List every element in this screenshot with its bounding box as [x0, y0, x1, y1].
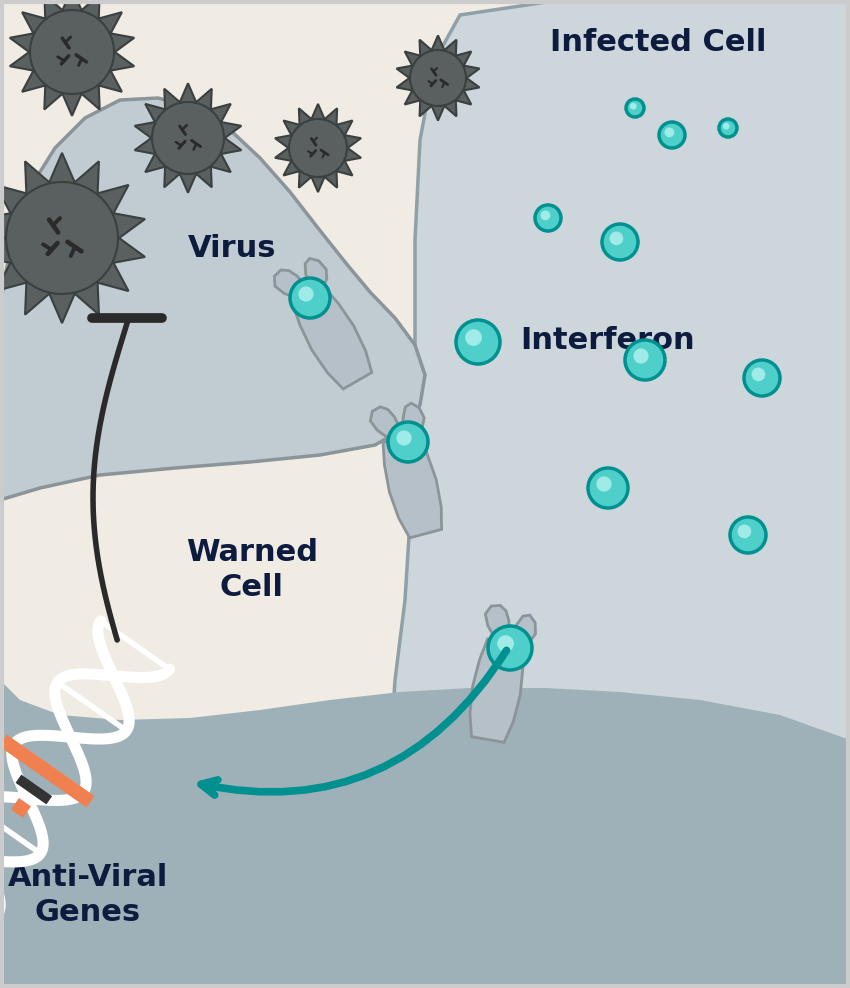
Polygon shape: [275, 104, 361, 192]
Polygon shape: [0, 735, 94, 807]
Circle shape: [456, 320, 500, 364]
Text: Interferon: Interferon: [520, 325, 694, 355]
Circle shape: [626, 99, 644, 117]
Circle shape: [289, 119, 347, 177]
Circle shape: [410, 50, 466, 106]
Circle shape: [665, 127, 674, 137]
Text: Virus: Virus: [188, 233, 276, 263]
Circle shape: [588, 468, 628, 508]
Circle shape: [625, 340, 665, 380]
Circle shape: [152, 102, 224, 174]
Circle shape: [535, 205, 561, 231]
Polygon shape: [275, 259, 371, 389]
Polygon shape: [0, 620, 850, 988]
Circle shape: [6, 182, 118, 294]
Circle shape: [719, 119, 737, 137]
Polygon shape: [9, 0, 134, 116]
Circle shape: [751, 368, 765, 381]
Circle shape: [488, 626, 532, 670]
Circle shape: [30, 10, 114, 94]
Circle shape: [396, 431, 411, 446]
Polygon shape: [11, 798, 31, 818]
Circle shape: [597, 476, 612, 492]
Polygon shape: [134, 83, 241, 193]
Circle shape: [609, 231, 623, 245]
Circle shape: [633, 349, 649, 364]
Circle shape: [298, 287, 314, 301]
Circle shape: [630, 103, 637, 110]
Polygon shape: [371, 403, 441, 537]
Circle shape: [738, 525, 751, 538]
Circle shape: [722, 123, 729, 129]
Circle shape: [541, 210, 550, 220]
Circle shape: [659, 122, 685, 148]
Circle shape: [744, 360, 780, 396]
Polygon shape: [15, 775, 52, 804]
Text: Infected Cell: Infected Cell: [550, 28, 766, 57]
Polygon shape: [396, 36, 479, 121]
Circle shape: [602, 224, 638, 260]
Circle shape: [730, 517, 766, 553]
Polygon shape: [470, 606, 536, 742]
Circle shape: [465, 329, 482, 346]
Polygon shape: [0, 153, 145, 323]
Text: Warned
Cell: Warned Cell: [186, 537, 318, 603]
Polygon shape: [390, 0, 850, 988]
Polygon shape: [0, 98, 425, 500]
Circle shape: [290, 278, 330, 318]
Circle shape: [388, 422, 428, 462]
Circle shape: [497, 635, 514, 652]
Text: Anti-Viral
Genes: Anti-Viral Genes: [8, 863, 168, 928]
